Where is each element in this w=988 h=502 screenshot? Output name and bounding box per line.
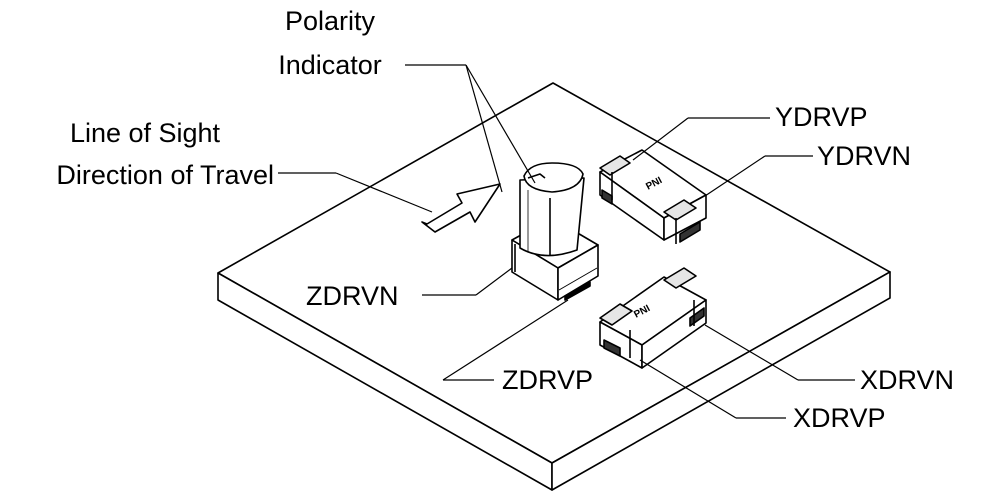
x-axis-sensor: PNI [599, 267, 707, 369]
line-of-sight-label: Line of Sight [69, 118, 221, 148]
y-axis-sensor: PNI [599, 149, 707, 244]
zdrvn-label: ZDRVN [306, 281, 399, 311]
ydrvn-label: YDRVN [817, 141, 912, 171]
xdrvp-label: XDRVP [793, 403, 886, 433]
direction-of-travel-label: Direction of Travel [56, 160, 274, 190]
polarity-label-line2: Indicator [278, 50, 382, 80]
xdrvn-label: XDRVN [860, 365, 955, 395]
zdrvp-label: ZDRVP [502, 365, 594, 395]
polarity-label-line1: Polarity [284, 6, 376, 36]
z-axis-sensor [511, 162, 599, 301]
leader-lines [278, 64, 855, 419]
ydrvp-label: YDRVP [775, 102, 868, 132]
